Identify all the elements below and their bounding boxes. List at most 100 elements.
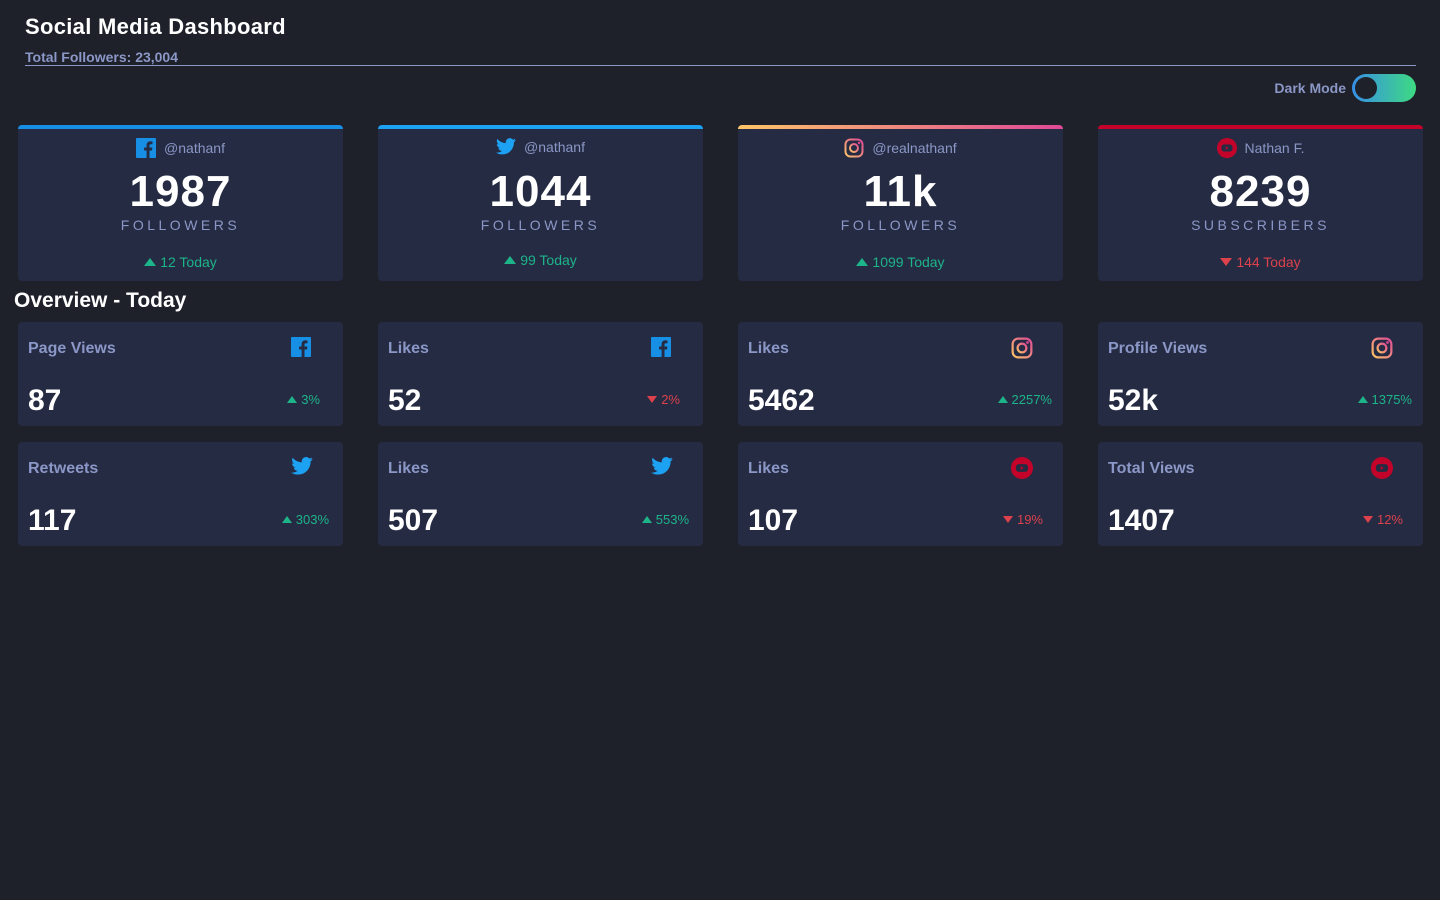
metric-label: Profile Views bbox=[1108, 340, 1208, 357]
dark-mode-toggle-row: Dark Mode bbox=[1274, 74, 1416, 102]
metric-label: Likes bbox=[748, 460, 789, 477]
today-change: 12 Today bbox=[18, 254, 343, 270]
facebook-icon bbox=[136, 138, 157, 158]
arrow-up-icon bbox=[1357, 396, 1368, 403]
follower-unit: FOLLOWERS bbox=[480, 217, 601, 233]
overview-card-facebook-page-views[interactable]: Page Views 87 3% bbox=[18, 322, 343, 426]
metric-value: 107 bbox=[748, 504, 799, 537]
metric-change: 3% bbox=[287, 392, 320, 407]
follower-card-facebook[interactable]: @nathanf 1987 FOLLOWERS 12 Today bbox=[18, 125, 343, 281]
facebook-icon bbox=[291, 337, 313, 359]
subscriber-unit: SUBSCRIBERS bbox=[1191, 217, 1330, 233]
card-handle: @nathanf bbox=[378, 138, 703, 155]
follower-count: 1044 bbox=[489, 167, 592, 216]
change-text: 3% bbox=[301, 392, 320, 407]
handle-text: @nathanf bbox=[524, 138, 585, 155]
arrow-up-icon bbox=[287, 396, 298, 403]
overview-title: Overview - Today bbox=[14, 289, 187, 312]
youtube-icon bbox=[1371, 457, 1393, 479]
handle-text: @nathanf bbox=[164, 140, 225, 156]
arrow-up-icon bbox=[641, 516, 652, 523]
today-change: 1099 Today bbox=[738, 254, 1063, 270]
card-handle: @realnathanf bbox=[738, 138, 1063, 158]
arrow-up-icon bbox=[144, 258, 157, 266]
instagram-icon bbox=[1011, 337, 1033, 359]
youtube-icon bbox=[1216, 138, 1237, 158]
instagram-icon bbox=[844, 138, 864, 158]
today-text: 144 Today bbox=[1236, 254, 1301, 270]
arrow-down-icon bbox=[647, 396, 658, 403]
metric-value: 52 bbox=[388, 384, 422, 417]
metric-value: 5462 bbox=[748, 384, 815, 417]
follower-card-instagram[interactable]: @realnathanf 11k FOLLOWERS 1099 Today bbox=[738, 125, 1063, 281]
metric-label: Page Views bbox=[28, 340, 116, 357]
card-handle: @nathanf bbox=[18, 138, 343, 158]
overview-card-twitter-retweets[interactable]: Retweets 117 303% bbox=[18, 442, 343, 546]
today-change: 99 Today bbox=[378, 252, 703, 268]
metric-label: Likes bbox=[388, 340, 429, 357]
metric-value: 1407 bbox=[1108, 504, 1175, 537]
arrow-down-icon bbox=[1362, 516, 1373, 523]
today-text: 12 Today bbox=[160, 254, 217, 270]
change-text: 19% bbox=[1016, 512, 1043, 527]
follower-card-twitter[interactable]: @nathanf 1044 FOLLOWERS 99 Today bbox=[378, 125, 703, 281]
twitter-icon bbox=[291, 457, 313, 479]
overview-card-facebook-likes[interactable]: Likes 52 2% bbox=[378, 322, 703, 426]
metric-change: 12% bbox=[1362, 512, 1403, 527]
metric-change: 1375% bbox=[1357, 392, 1412, 407]
metric-value: 52k bbox=[1108, 384, 1159, 417]
handle-text: @realnathanf bbox=[872, 140, 957, 156]
today-change: 144 Today bbox=[1098, 254, 1423, 270]
overview-card-instagram-profile-views[interactable]: Profile Views 52k 1375% bbox=[1098, 322, 1423, 426]
change-text: 12% bbox=[1376, 512, 1403, 527]
total-followers: Total Followers: 23,004 bbox=[25, 49, 1416, 66]
overview-card-instagram-likes[interactable]: Likes 5462 2257% bbox=[738, 322, 1063, 426]
handle-text: Nathan F. bbox=[1244, 140, 1305, 156]
metric-change: 553% bbox=[641, 512, 689, 527]
today-text: 99 Today bbox=[520, 252, 577, 268]
change-text: 2257% bbox=[1011, 392, 1052, 407]
metric-label: Retweets bbox=[28, 460, 99, 477]
followers-section: @nathanf 1987 FOLLOWERS 12 Today @nathan… bbox=[18, 125, 1423, 281]
card-accent-bar bbox=[18, 125, 343, 129]
dark-mode-toggle[interactable] bbox=[1352, 74, 1416, 102]
metric-label: Likes bbox=[748, 340, 789, 357]
arrow-up-icon bbox=[856, 258, 869, 266]
card-handle: Nathan F. bbox=[1098, 138, 1423, 158]
dark-mode-label: Dark Mode bbox=[1274, 80, 1346, 96]
follower-card-youtube[interactable]: Nathan F. 8239 SUBSCRIBERS 144 Today bbox=[1098, 125, 1423, 281]
instagram-icon bbox=[1371, 337, 1393, 359]
card-accent-bar bbox=[1098, 125, 1423, 129]
metric-label: Total Views bbox=[1108, 460, 1195, 477]
metric-value: 87 bbox=[28, 384, 62, 417]
change-text: 2% bbox=[661, 392, 680, 407]
follower-count: 1987 bbox=[129, 167, 232, 216]
metric-value: 507 bbox=[388, 504, 439, 537]
follower-count: 11k bbox=[863, 167, 938, 216]
overview-card-youtube-likes[interactable]: Likes 107 19% bbox=[738, 442, 1063, 546]
change-text: 303% bbox=[295, 512, 329, 527]
arrow-down-icon bbox=[1002, 516, 1013, 523]
youtube-icon bbox=[1011, 457, 1033, 479]
follower-unit: FOLLOWERS bbox=[120, 217, 241, 233]
arrow-down-icon bbox=[1220, 258, 1233, 266]
subscriber-count: 8239 bbox=[1209, 167, 1312, 216]
arrow-up-icon bbox=[504, 256, 517, 264]
metric-change: 2% bbox=[647, 392, 680, 407]
toggle-knob bbox=[1355, 77, 1377, 99]
follower-unit: FOLLOWERS bbox=[840, 217, 961, 233]
metric-change: 19% bbox=[1002, 512, 1043, 527]
metric-change: 2257% bbox=[997, 392, 1052, 407]
change-text: 553% bbox=[655, 512, 689, 527]
arrow-up-icon bbox=[997, 396, 1008, 403]
page-title: Social Media Dashboard bbox=[25, 14, 286, 39]
card-accent-bar bbox=[378, 125, 703, 129]
facebook-icon bbox=[651, 337, 673, 359]
dashboard-header: Social Media Dashboard Total Followers: … bbox=[25, 14, 1416, 66]
metric-change: 303% bbox=[281, 512, 329, 527]
metric-value: 117 bbox=[28, 504, 77, 537]
card-accent-bar bbox=[738, 125, 1063, 129]
twitter-icon bbox=[496, 138, 517, 155]
overview-card-twitter-likes[interactable]: Likes 507 553% bbox=[378, 442, 703, 546]
overview-card-youtube-total-views[interactable]: Total Views 1407 12% bbox=[1098, 442, 1423, 546]
